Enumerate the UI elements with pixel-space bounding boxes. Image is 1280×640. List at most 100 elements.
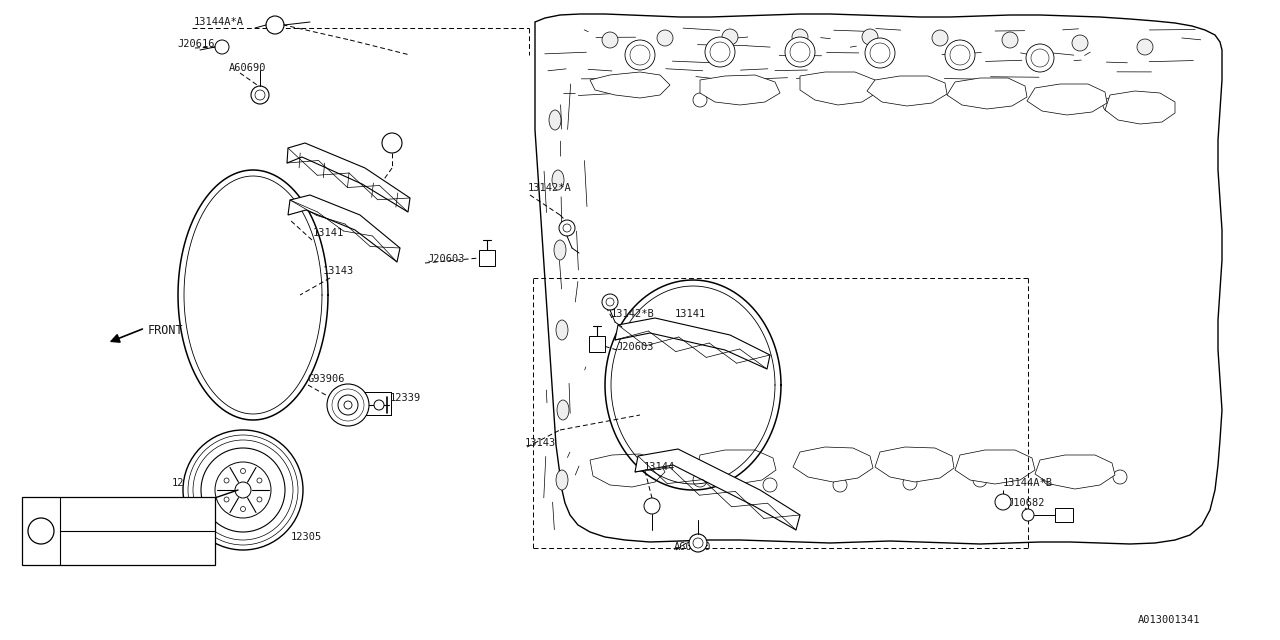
- Circle shape: [1002, 32, 1018, 48]
- Text: J20616: J20616: [177, 39, 215, 49]
- Polygon shape: [590, 72, 669, 98]
- Circle shape: [374, 400, 384, 410]
- Bar: [589, 336, 605, 352]
- Circle shape: [963, 89, 977, 103]
- Text: 13144A*A: 13144A*A: [195, 17, 244, 27]
- Circle shape: [257, 497, 262, 502]
- Circle shape: [224, 478, 229, 483]
- Ellipse shape: [554, 240, 566, 260]
- Polygon shape: [288, 195, 399, 262]
- Circle shape: [215, 40, 229, 54]
- Text: 13142*A: 13142*A: [529, 183, 572, 193]
- Bar: [479, 250, 495, 266]
- Circle shape: [602, 294, 618, 310]
- Text: 13141: 13141: [675, 309, 707, 319]
- Circle shape: [215, 462, 271, 518]
- Circle shape: [1033, 93, 1047, 107]
- Ellipse shape: [557, 400, 570, 420]
- Text: A60690: A60690: [675, 542, 712, 552]
- Circle shape: [559, 220, 575, 236]
- Circle shape: [1103, 98, 1117, 112]
- Circle shape: [689, 534, 707, 552]
- Circle shape: [644, 498, 660, 514]
- Circle shape: [1073, 35, 1088, 51]
- Polygon shape: [955, 450, 1036, 484]
- Polygon shape: [698, 450, 776, 484]
- Circle shape: [753, 88, 767, 102]
- Circle shape: [722, 29, 739, 45]
- Circle shape: [823, 85, 837, 99]
- Polygon shape: [614, 318, 771, 369]
- Circle shape: [657, 30, 673, 46]
- Bar: [1055, 508, 1073, 522]
- Circle shape: [381, 133, 402, 153]
- Circle shape: [692, 93, 707, 107]
- Circle shape: [344, 401, 352, 409]
- Text: G93906: G93906: [308, 374, 346, 384]
- Circle shape: [28, 518, 54, 544]
- Circle shape: [257, 478, 262, 483]
- Text: ①: ①: [37, 525, 45, 538]
- Text: 12305: 12305: [291, 532, 323, 542]
- Text: J20603: J20603: [428, 254, 465, 264]
- Circle shape: [1027, 44, 1053, 72]
- Circle shape: [763, 478, 777, 492]
- Circle shape: [932, 30, 948, 46]
- Text: 12369: 12369: [172, 478, 204, 488]
- Text: 13144*A〈'17MY-〉: 13144*A〈'17MY-〉: [65, 510, 159, 520]
- Text: 13143: 13143: [525, 438, 557, 448]
- Circle shape: [251, 86, 269, 104]
- Circle shape: [1043, 471, 1057, 485]
- Ellipse shape: [549, 110, 561, 130]
- Polygon shape: [1105, 91, 1175, 124]
- Circle shape: [224, 497, 229, 502]
- Circle shape: [945, 40, 975, 70]
- Text: 13142*B: 13142*B: [611, 309, 655, 319]
- Polygon shape: [535, 14, 1222, 544]
- Polygon shape: [1027, 84, 1107, 115]
- Polygon shape: [287, 143, 410, 212]
- Circle shape: [865, 38, 895, 68]
- Circle shape: [792, 29, 808, 45]
- Circle shape: [902, 476, 916, 490]
- Circle shape: [183, 430, 303, 550]
- Circle shape: [338, 395, 358, 415]
- Bar: [364, 392, 390, 415]
- Polygon shape: [876, 447, 954, 482]
- Polygon shape: [590, 454, 666, 487]
- Text: A60690: A60690: [229, 63, 266, 73]
- Circle shape: [326, 384, 369, 426]
- Text: J20603: J20603: [616, 342, 654, 352]
- Ellipse shape: [556, 470, 568, 490]
- Ellipse shape: [556, 320, 568, 340]
- Circle shape: [893, 86, 908, 100]
- Polygon shape: [947, 78, 1027, 109]
- Circle shape: [1137, 39, 1153, 55]
- Circle shape: [236, 482, 251, 498]
- Text: 13144A*B: 13144A*B: [1004, 478, 1053, 488]
- Circle shape: [833, 478, 847, 492]
- Circle shape: [241, 506, 246, 511]
- Circle shape: [861, 29, 878, 45]
- Text: A013001341: A013001341: [1138, 615, 1201, 625]
- Circle shape: [995, 494, 1011, 510]
- Circle shape: [785, 37, 815, 67]
- Polygon shape: [700, 75, 780, 105]
- Text: J10682: J10682: [1007, 498, 1044, 508]
- Circle shape: [241, 468, 246, 474]
- Text: 13144    〈-'16MY〉: 13144 〈-'16MY〉: [65, 541, 172, 552]
- Polygon shape: [1036, 455, 1115, 489]
- Circle shape: [602, 32, 618, 48]
- Ellipse shape: [552, 170, 564, 190]
- Polygon shape: [800, 72, 878, 105]
- Circle shape: [201, 448, 285, 532]
- Circle shape: [973, 473, 987, 487]
- Text: FRONT: FRONT: [148, 323, 183, 337]
- Circle shape: [625, 40, 655, 70]
- Polygon shape: [867, 76, 947, 106]
- Text: 13144: 13144: [644, 462, 676, 472]
- Text: 12339: 12339: [390, 393, 421, 403]
- Circle shape: [692, 473, 707, 487]
- Polygon shape: [794, 447, 873, 482]
- Circle shape: [266, 16, 284, 34]
